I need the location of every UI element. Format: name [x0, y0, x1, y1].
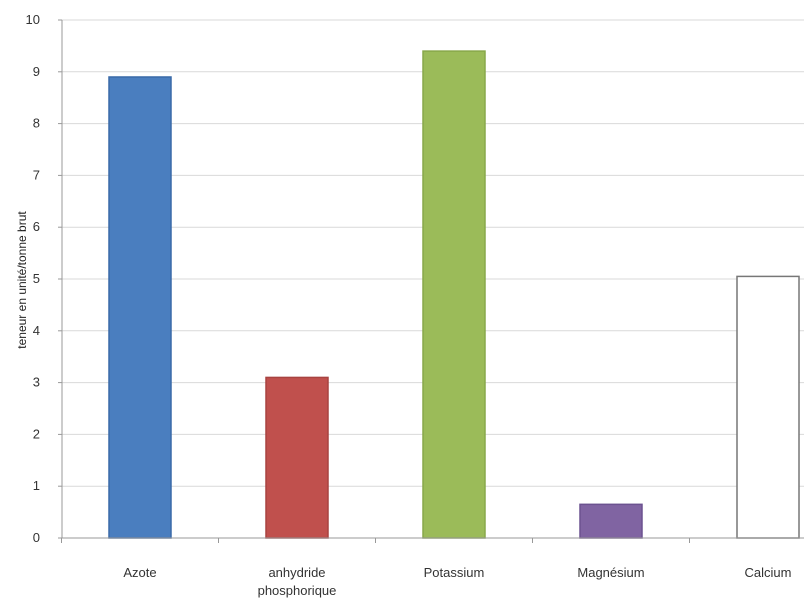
- x-tick-label: anhydride phosphorique: [258, 565, 337, 598]
- bar: [108, 76, 172, 539]
- y-tick-label: 2: [33, 426, 40, 441]
- y-axis-title: teneur en unité/tonne brut: [15, 211, 29, 349]
- bars: [108, 50, 800, 539]
- x-tick-label: Azote: [123, 565, 156, 580]
- y-tick-label: 0: [33, 530, 40, 545]
- y-tick-label: 4: [33, 323, 40, 338]
- x-axis: Azote anhydride phosphorique Potassium Magné…: [61, 537, 804, 598]
- y-axis: 0 1 2 3 4 5 6 7 8 9 10: [26, 12, 63, 545]
- bar: [736, 275, 800, 539]
- y-tick-label: 9: [33, 64, 40, 79]
- y-tick-label: 1: [33, 478, 40, 493]
- bar: [422, 50, 486, 539]
- y-tick-label: 5: [33, 271, 40, 286]
- y-tick-label: 3: [33, 375, 40, 390]
- bar: [265, 376, 329, 539]
- y-tick-label: 8: [33, 116, 40, 131]
- y-tick-label: 7: [33, 167, 40, 182]
- x-tick-label: Potassium: [424, 565, 485, 580]
- y-tick-label: 10: [26, 12, 40, 27]
- y-tick-label: 6: [33, 219, 40, 234]
- x-tick-label: Magnésium: [577, 565, 644, 580]
- bar: [579, 503, 643, 539]
- x-tick-label: Calcium: [745, 565, 792, 580]
